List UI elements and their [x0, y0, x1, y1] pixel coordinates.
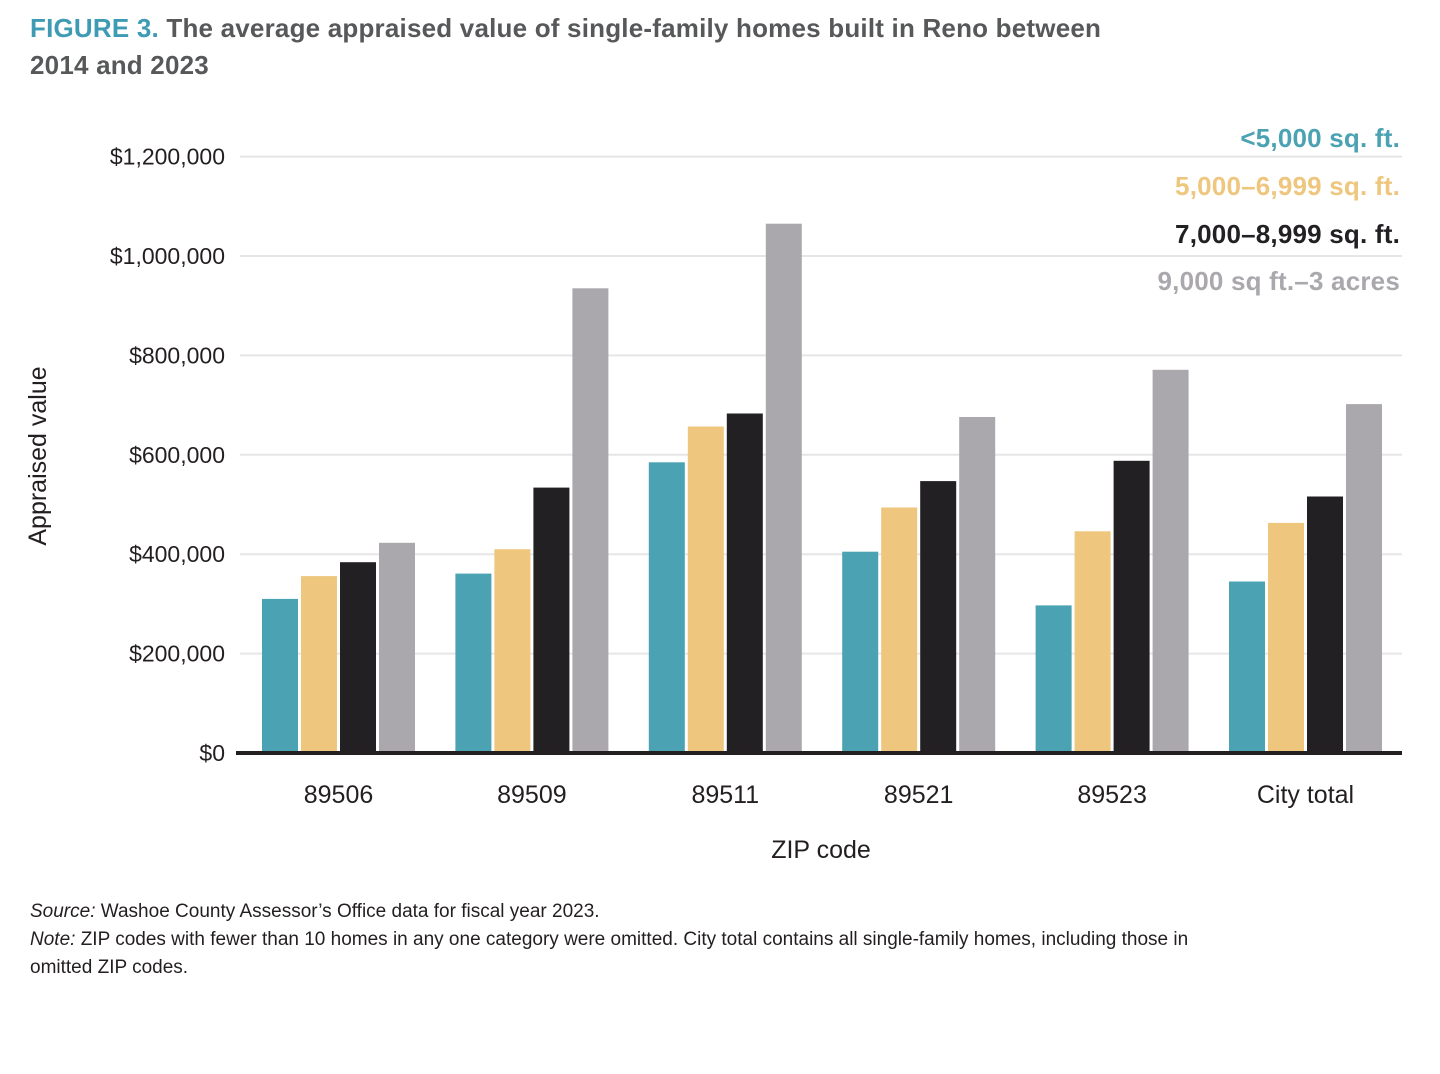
x-tick-label: 89521 [884, 781, 954, 809]
x-tick-label: 89506 [304, 781, 374, 809]
source-line: Source: Washoe County Assessor’s Office … [30, 898, 1405, 926]
bar [455, 573, 492, 753]
legend-item: <5,000 sq. ft. [1240, 123, 1400, 153]
y-tick-label: $600,000 [129, 442, 225, 468]
x-axis-title: ZIP code [771, 836, 871, 864]
bar [572, 288, 609, 753]
x-tick-label: 89509 [497, 781, 567, 809]
bar [494, 549, 531, 753]
bar [842, 551, 879, 753]
bar [1346, 404, 1382, 753]
bar [1113, 460, 1150, 753]
bar [920, 481, 957, 753]
bar [340, 562, 376, 753]
x-tick-label: 89511 [691, 781, 759, 809]
legend-item: 7,000–8,999 sq. ft. [1175, 218, 1400, 249]
bar [1152, 369, 1189, 753]
bar [1268, 522, 1304, 753]
note-label: Note: [30, 929, 76, 950]
y-tick-label: $200,000 [129, 641, 225, 667]
legend-item: 5,000–6,999 sq. ft. [1175, 170, 1400, 201]
bar [648, 462, 685, 753]
x-tick-label: City total [1257, 781, 1354, 809]
y-tick-label: $1,200,000 [110, 144, 225, 170]
bar [533, 487, 570, 753]
y-tick-label: $1,000,000 [110, 243, 225, 269]
figure-title-text: The average appraised value of single-fa… [30, 13, 1102, 80]
bar [301, 576, 337, 753]
bar [379, 542, 415, 753]
x-tick-label: 89523 [1077, 781, 1147, 809]
bar [262, 598, 298, 753]
source-label: Source: [30, 901, 96, 922]
bar [1307, 496, 1343, 753]
bar [959, 417, 996, 753]
figure-label: FIGURE 3. [30, 13, 159, 43]
y-tick-label: $0 [199, 740, 225, 766]
figure-title: FIGURE 3. The average appraised value of… [30, 10, 1315, 84]
note-text: ZIP codes with fewer than 10 homes in an… [30, 929, 1189, 978]
source-text: Washoe County Assessor’s Office data for… [95, 901, 600, 922]
bar [765, 223, 802, 753]
bar [881, 507, 918, 753]
bar [1229, 581, 1265, 753]
chart-legend: <5,000 sq. ft. 5,000–6,999 sq. ft. 7,000–8… [1158, 115, 1401, 306]
note-line: Note: ZIP codes with fewer than 10 homes… [30, 926, 1405, 982]
bar [687, 426, 724, 753]
bar [726, 413, 763, 753]
y-axis-title: Appraised value [24, 366, 52, 545]
figure-footer: Source: Washoe County Assessor’s Office … [30, 898, 1405, 982]
y-tick-label: $400,000 [129, 541, 225, 567]
bar [1035, 605, 1072, 753]
y-tick-label: $800,000 [129, 342, 225, 368]
bar [1074, 531, 1111, 753]
legend-item: 9,000 sq ft.–3 acres [1157, 266, 1400, 297]
